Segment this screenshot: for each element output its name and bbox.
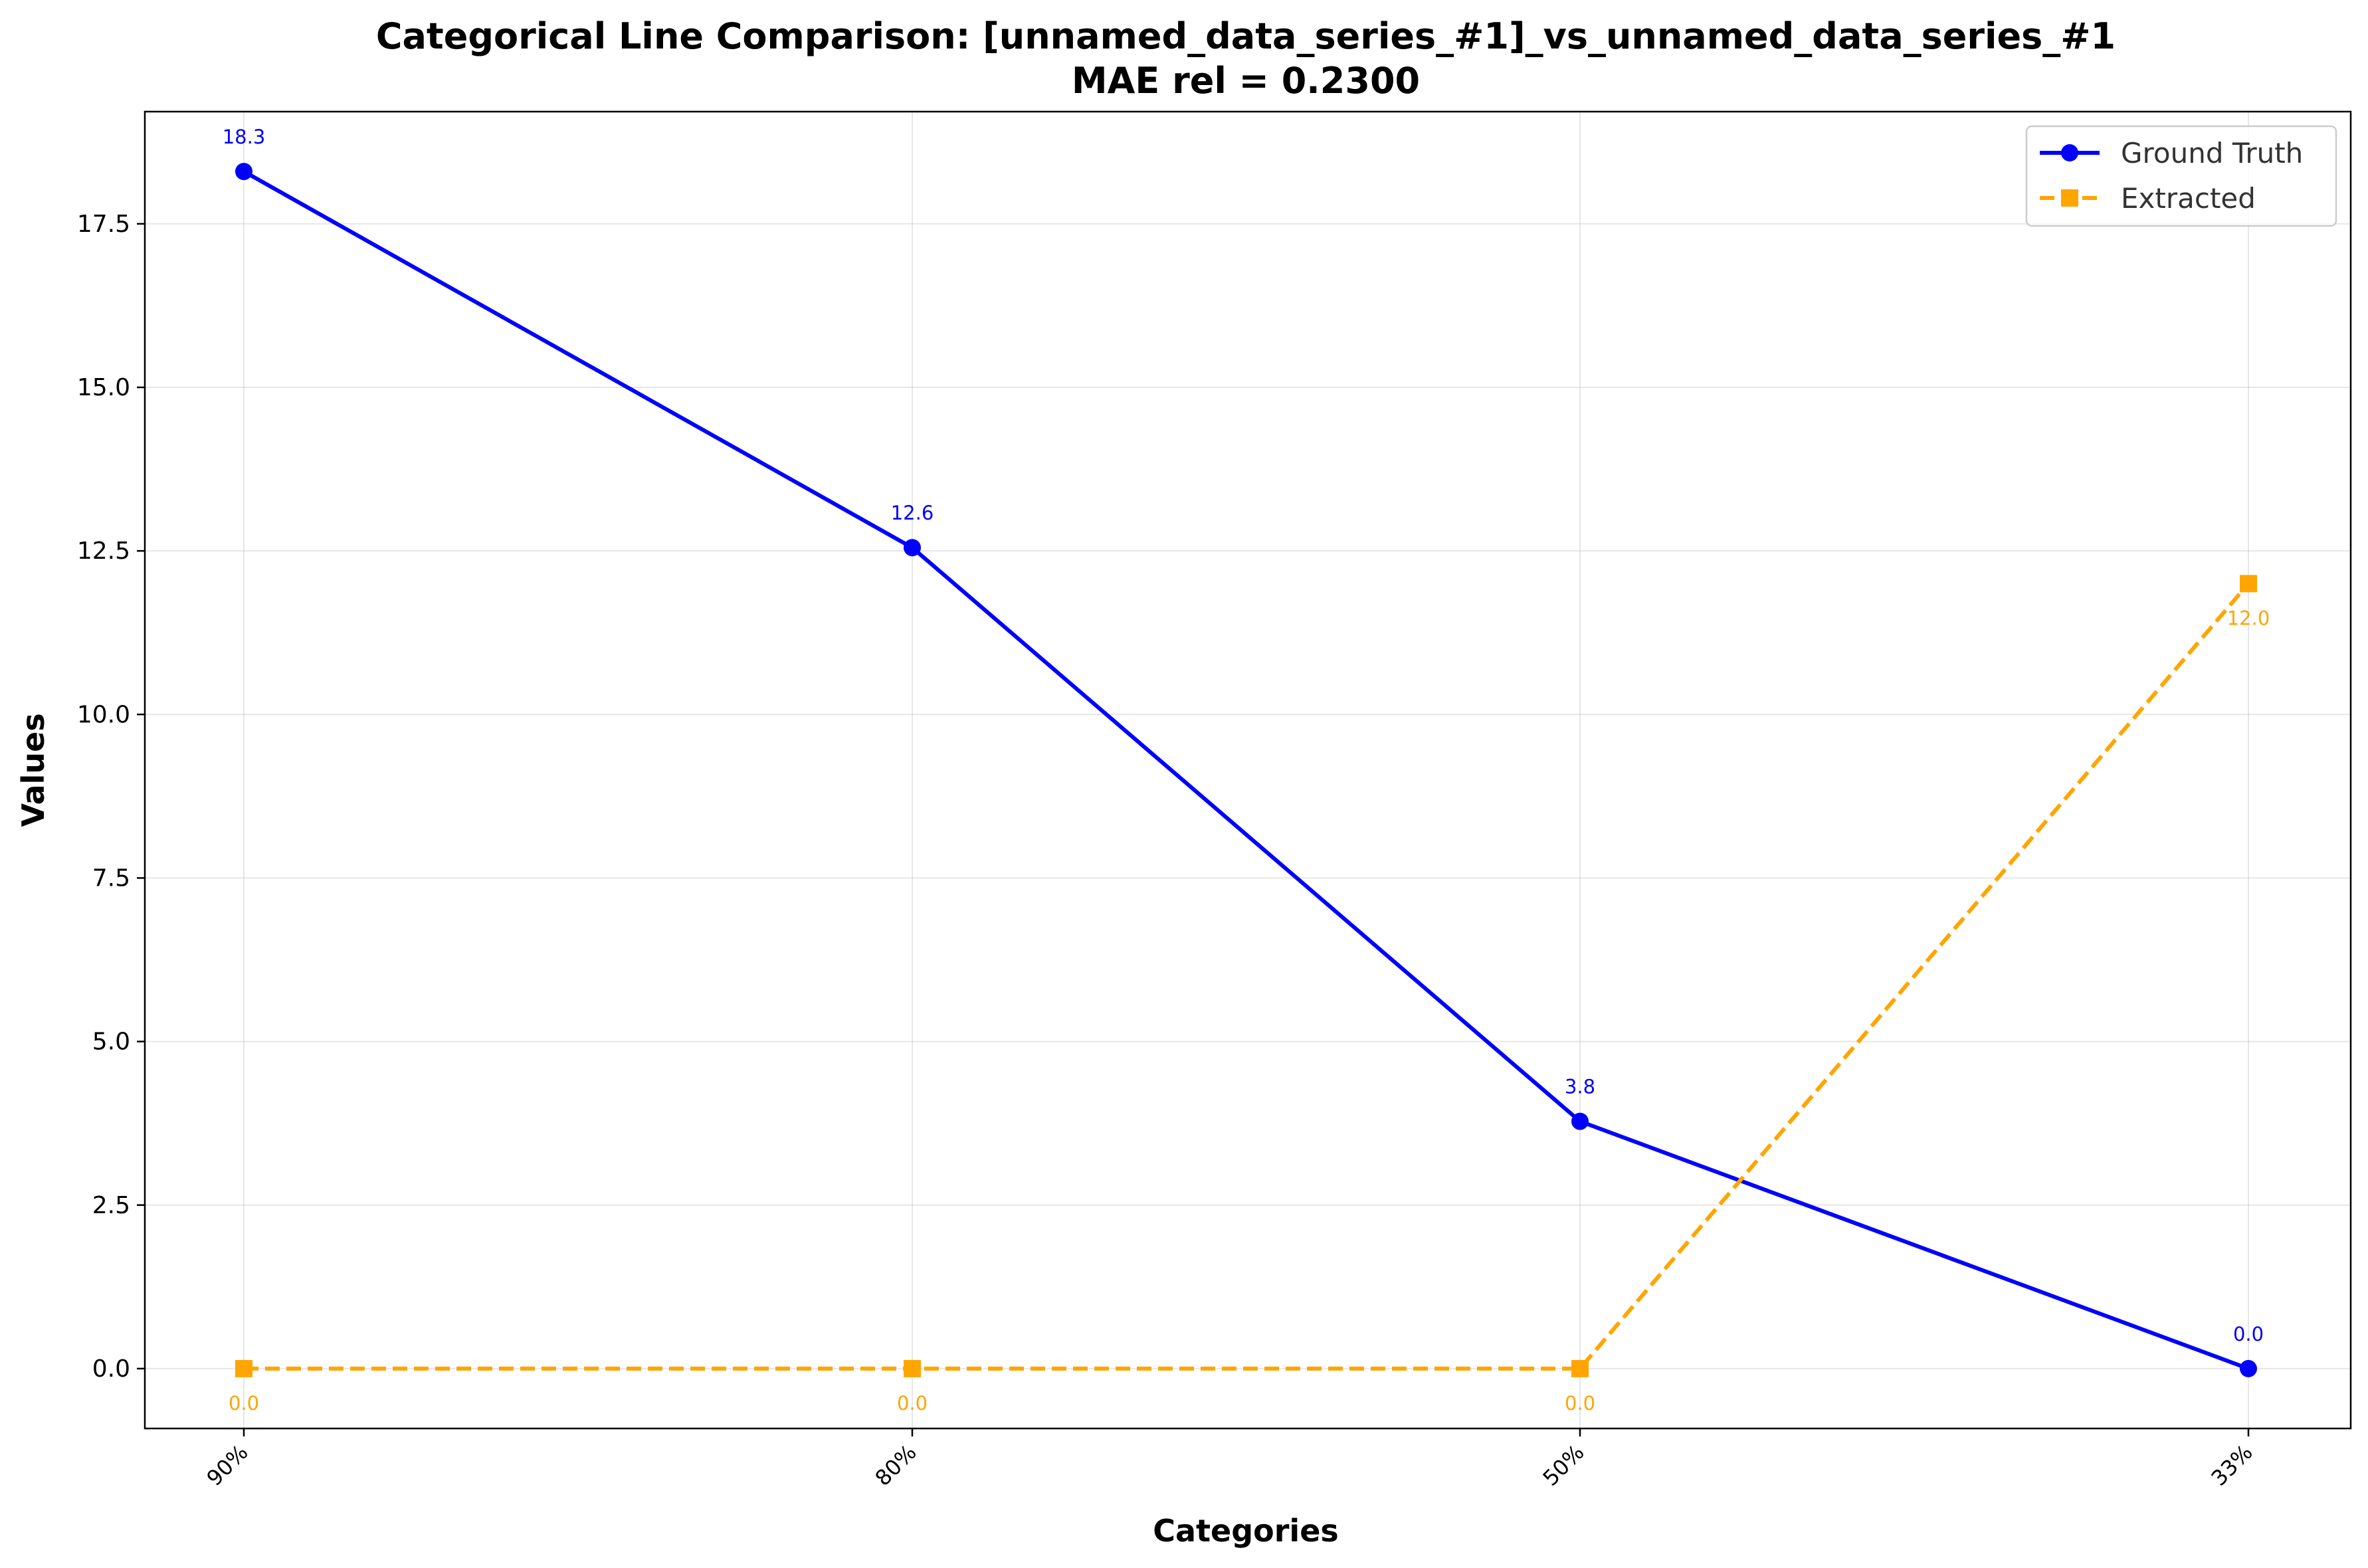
y-tick-label: 17.5 [77, 211, 130, 238]
y-tick-label: 2.5 [92, 1192, 130, 1219]
data-label: 0.0 [229, 1392, 259, 1415]
data-label: 18.3 [223, 126, 266, 148]
data-point [235, 1359, 252, 1377]
data-point [235, 163, 252, 181]
series-layer [235, 163, 2257, 1377]
data-point [904, 539, 921, 557]
legend-box [2025, 125, 2337, 227]
series-line-ground-truth [243, 169, 2250, 1371]
legend-entry-label: Ground Truth [2121, 137, 2303, 169]
x-tick-label: 90% [201, 1440, 252, 1491]
data-label: 3.8 [1565, 1076, 1595, 1098]
data-labels-layer: 18.3 12.6 3.8 0.0 0.0 0.0 0.0 12.0 [223, 126, 2270, 1415]
x-tick-label: 80% [870, 1440, 921, 1491]
data-point [1571, 1112, 1589, 1130]
y-axis-label: Values [15, 713, 51, 827]
x-tick-label: 50% [1537, 1440, 1589, 1491]
data-label: 0.0 [897, 1392, 928, 1415]
y-tick-label: 10.0 [77, 701, 130, 728]
x-axis-ticks: 90% 80% 50% 33% [201, 1428, 2258, 1491]
x-axis-label: Categories [1153, 1513, 1339, 1549]
series-line-extracted [244, 582, 2250, 1371]
chart-title: Categorical Line Comparison: [unnamed_da… [376, 15, 2116, 57]
data-point [1571, 1359, 1589, 1377]
data-point [2240, 1359, 2257, 1377]
data-point [904, 1359, 921, 1377]
y-tick-label: 0.0 [92, 1355, 130, 1383]
chart-subtitle: MAE rel = 0.2300 [1072, 60, 1420, 102]
data-label: 0.0 [1565, 1392, 1595, 1415]
legend-marker [2061, 144, 2078, 161]
x-tick-label: 33% [2206, 1440, 2257, 1491]
y-tick-label: 12.5 [77, 538, 130, 565]
legend-entry-label: Extracted [2121, 182, 2256, 215]
legend-marker [2061, 189, 2078, 207]
data-label: 12.0 [2227, 607, 2270, 629]
legend: Ground Truth Extracted [2025, 125, 2337, 227]
y-tick-label: 15.0 [77, 374, 130, 401]
y-tick-label: 7.5 [92, 864, 130, 892]
data-label: 12.6 [891, 502, 934, 524]
y-tick-label: 5.0 [92, 1029, 130, 1056]
data-point [2240, 575, 2257, 593]
plot-area-frame [144, 110, 2352, 1430]
data-label: 0.0 [2233, 1323, 2264, 1345]
y-axis-ticks: 0.0 2.5 5.0 7.5 10.0 12.5 15.0 17.5 [77, 211, 145, 1383]
gridlines [145, 112, 2351, 1428]
